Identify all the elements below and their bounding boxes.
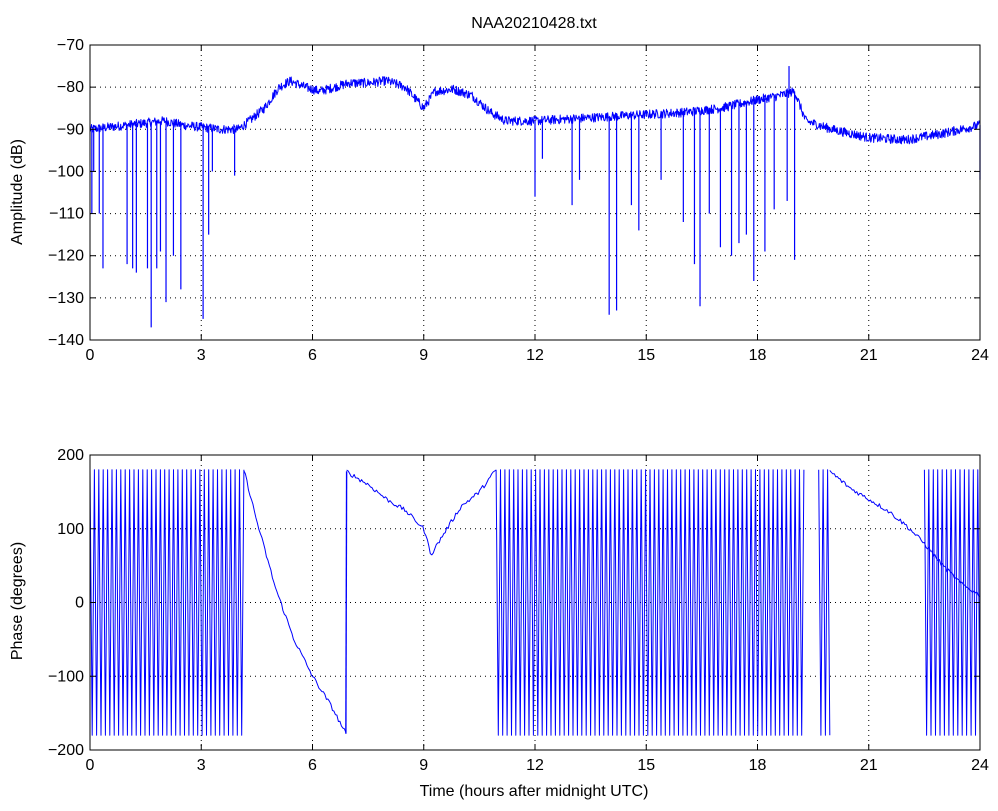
- x-tick-label: 18: [749, 757, 767, 774]
- y-tick-label: −90: [57, 121, 84, 138]
- phase-y-axis-label: Phase (degrees): [9, 542, 26, 660]
- x-tick-label: 21: [860, 757, 878, 774]
- phase-wrap-band: [818, 469, 831, 736]
- x-tick-label: 15: [637, 757, 655, 774]
- y-tick-label: −120: [48, 248, 84, 265]
- y-tick-label: −140: [48, 332, 84, 349]
- x-tick-label: 9: [419, 347, 428, 364]
- amplitude-series-line: [89, 76, 981, 145]
- phase-jump: [345, 471, 348, 734]
- x-tick-label: 15: [637, 347, 655, 364]
- phase-series-line: [346, 469, 497, 556]
- x-tick-label: 12: [526, 757, 544, 774]
- phase-panel: Phase (degrees) Time (hours after midnig…: [9, 447, 989, 800]
- amplitude-panel: NAA20210428.txt Amplitude (dB) 0 3 6 9 12 15 1…: [9, 15, 989, 364]
- x-tick-label: 0: [86, 757, 95, 774]
- chart-title: NAA20210428.txt: [471, 15, 597, 32]
- x-tick-label: 24: [971, 757, 989, 774]
- x-tick-label: 18: [749, 347, 767, 364]
- phase-series-line: [243, 470, 347, 733]
- y-tick-label: 200: [57, 447, 84, 464]
- y-tick-label: −100: [48, 163, 84, 180]
- y-tick-label: −80: [57, 79, 84, 96]
- x-tick-label: 21: [860, 347, 878, 364]
- x-tick-label: 3: [197, 347, 206, 364]
- x-tick-label: 6: [308, 347, 317, 364]
- x-tick-label: 0: [86, 347, 95, 364]
- x-tick-label: 6: [308, 757, 317, 774]
- y-tick-label: −110: [49, 206, 84, 223]
- phase-wrap-band: [495, 469, 805, 736]
- x-tick-label: 12: [526, 347, 544, 364]
- y-tick-label: −70: [57, 37, 84, 54]
- phase-wrap-band: [89, 469, 245, 736]
- y-tick-label: −130: [48, 290, 84, 307]
- x-tick-label: 3: [197, 757, 206, 774]
- y-tick-label: −200: [48, 742, 84, 759]
- y-tick-label: 0: [75, 595, 84, 612]
- y-tick-label: 100: [57, 521, 84, 538]
- phase-series-line: [829, 470, 981, 598]
- time-x-axis-label: Time (hours after midnight UTC): [420, 783, 649, 800]
- amplitude-y-axis-label: Amplitude (dB): [9, 139, 26, 245]
- x-tick-label: 24: [971, 347, 989, 364]
- x-tick-label: 9: [419, 757, 428, 774]
- phase-wrap-band: [923, 469, 981, 736]
- y-tick-label: −100: [48, 668, 84, 685]
